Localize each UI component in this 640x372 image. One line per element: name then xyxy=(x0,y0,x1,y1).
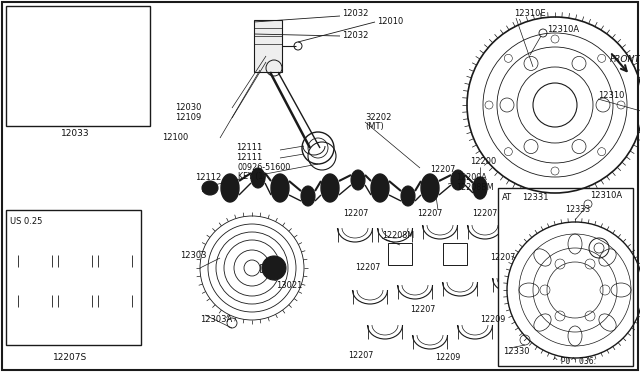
Ellipse shape xyxy=(473,177,487,199)
Text: 12330: 12330 xyxy=(503,347,529,356)
Text: 12010: 12010 xyxy=(377,17,403,26)
Text: 12207: 12207 xyxy=(343,208,369,218)
Bar xyxy=(202,185,214,191)
Text: 32202: 32202 xyxy=(365,113,392,122)
Circle shape xyxy=(262,256,286,280)
Text: (MT): (MT) xyxy=(365,122,384,131)
Bar xyxy=(498,188,633,366)
Ellipse shape xyxy=(321,174,339,202)
Text: 12331: 12331 xyxy=(522,193,548,202)
Bar xyxy=(254,20,282,72)
Text: 12207S: 12207S xyxy=(53,353,87,362)
Text: 12032: 12032 xyxy=(342,32,369,41)
Ellipse shape xyxy=(401,186,415,206)
Text: 12200: 12200 xyxy=(470,157,496,167)
Text: 12207: 12207 xyxy=(417,208,442,218)
Ellipse shape xyxy=(351,170,365,190)
Text: KEY (1): KEY (1) xyxy=(238,171,266,180)
Text: 12333: 12333 xyxy=(565,205,590,215)
Text: 12030: 12030 xyxy=(175,103,202,112)
Ellipse shape xyxy=(271,174,289,202)
Text: 12112: 12112 xyxy=(195,173,221,183)
Text: 12033: 12033 xyxy=(61,128,90,138)
Ellipse shape xyxy=(451,170,465,190)
Bar xyxy=(260,264,276,272)
Bar xyxy=(443,243,467,265)
Ellipse shape xyxy=(221,174,239,202)
Text: ^ P0^ 036:: ^ P0^ 036: xyxy=(552,357,596,366)
Text: 12207: 12207 xyxy=(490,253,515,263)
Text: 12207: 12207 xyxy=(348,350,373,359)
Ellipse shape xyxy=(202,181,218,195)
Text: 12310A: 12310A xyxy=(590,192,622,201)
Text: 12207: 12207 xyxy=(430,166,456,174)
Text: 12207: 12207 xyxy=(410,305,435,314)
Text: 12310E: 12310E xyxy=(514,10,546,19)
Text: 12303A: 12303A xyxy=(200,315,232,324)
Text: 12208BM: 12208BM xyxy=(456,183,493,192)
Text: 12109: 12109 xyxy=(175,113,201,122)
Text: US 0.25: US 0.25 xyxy=(10,218,42,227)
Text: 12111: 12111 xyxy=(236,154,262,163)
Text: 00926-51600: 00926-51600 xyxy=(238,164,291,173)
Bar xyxy=(388,243,412,265)
Ellipse shape xyxy=(421,174,439,202)
Text: AT: AT xyxy=(502,193,512,202)
Text: 12310A: 12310A xyxy=(547,26,579,35)
Text: 12207: 12207 xyxy=(472,208,497,218)
Text: 12310: 12310 xyxy=(598,90,625,99)
Bar xyxy=(6,210,141,345)
Ellipse shape xyxy=(371,174,389,202)
Text: 13021: 13021 xyxy=(276,280,302,289)
Ellipse shape xyxy=(301,186,315,206)
Ellipse shape xyxy=(251,168,265,188)
Text: 12209: 12209 xyxy=(480,315,506,324)
Bar xyxy=(6,6,150,126)
Text: 12209: 12209 xyxy=(435,353,460,362)
Text: 12111: 12111 xyxy=(236,144,262,153)
Text: 12208M: 12208M xyxy=(382,231,414,240)
Text: 12303: 12303 xyxy=(180,250,207,260)
Text: 12032: 12032 xyxy=(342,9,369,17)
Text: 12200A: 12200A xyxy=(456,173,487,183)
Text: 12207: 12207 xyxy=(355,263,380,273)
Text: 12100: 12100 xyxy=(162,134,188,142)
Text: FRONT: FRONT xyxy=(610,55,640,64)
